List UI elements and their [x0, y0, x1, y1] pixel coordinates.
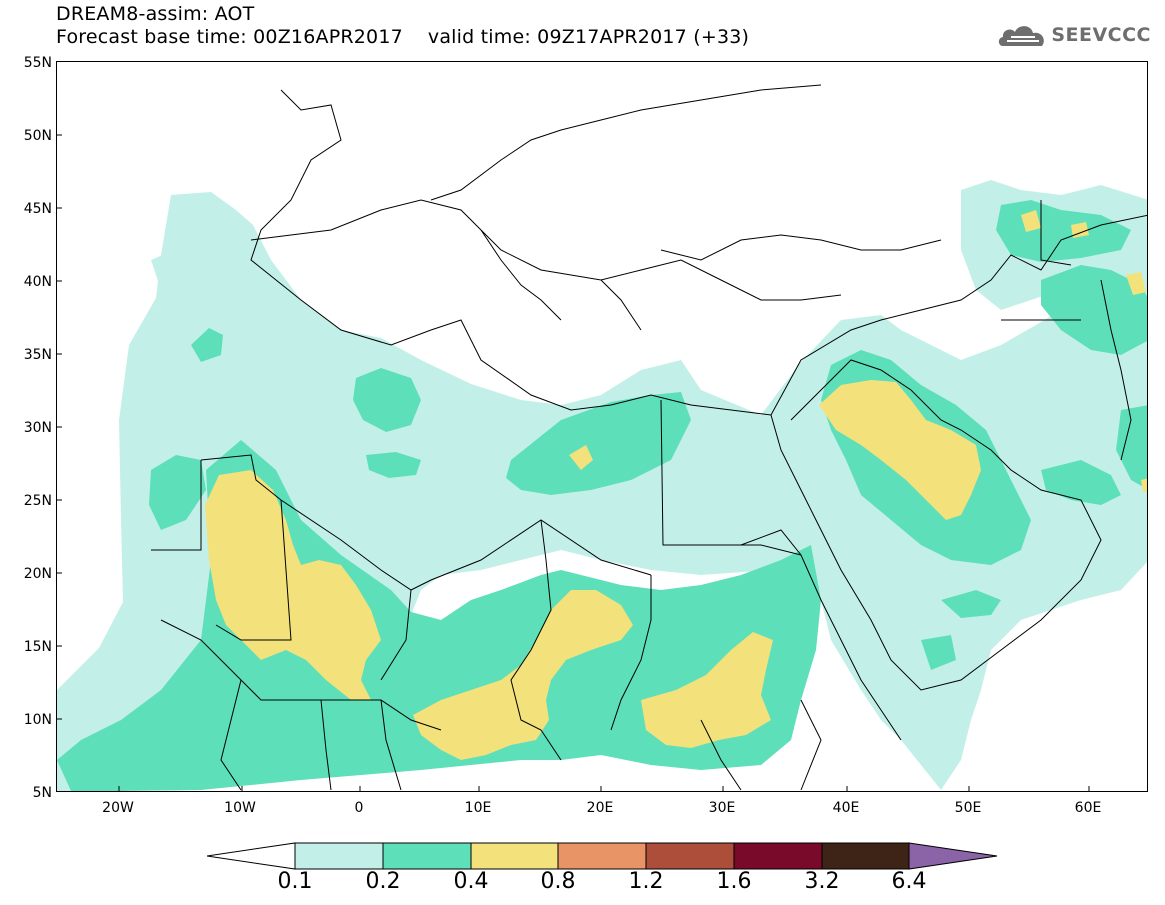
graticule-ticks — [57, 134, 1090, 791]
lat-label: 25N — [23, 493, 52, 509]
legend-label: 1.6 — [716, 869, 752, 894]
lon-label: 40E — [832, 800, 860, 816]
lon-label: 20E — [586, 800, 614, 816]
legend-swatch-above — [908, 842, 998, 870]
lat-label: 35N — [23, 347, 52, 363]
legend-swatch — [294, 842, 384, 870]
lat-label: 50N — [23, 128, 52, 144]
lat-label: 15N — [23, 639, 52, 655]
cloud-icon — [999, 26, 1045, 46]
lat-label: 30N — [23, 420, 52, 436]
legend-swatch-below — [206, 842, 296, 870]
legend-swatch — [470, 842, 559, 870]
legend-swatch — [645, 842, 735, 870]
lon-label: 10E — [464, 800, 492, 816]
legend-label: 6.4 — [891, 869, 927, 894]
lat-label: 40N — [23, 274, 52, 290]
lat-label: 5N — [32, 785, 52, 801]
legend-label: 0.1 — [277, 869, 313, 894]
legend-label: 0.4 — [453, 869, 489, 894]
map-canvas — [57, 84, 1147, 791]
lon-label: 30E — [708, 800, 736, 816]
lon-label: 50E — [954, 800, 982, 816]
lon-label: 0 — [354, 800, 364, 816]
legend-swatch — [557, 842, 647, 870]
aot-map — [56, 61, 1148, 792]
lon-label: 10W — [224, 800, 256, 816]
legend-swatch — [821, 842, 910, 870]
map-title: DREAM8-assim: AOT — [56, 3, 255, 25]
legend-label: 3.2 — [804, 869, 840, 894]
legend-swatch — [382, 842, 472, 870]
lat-label: 10N — [23, 712, 52, 728]
colorbar — [206, 842, 998, 870]
legend-label: 1.2 — [628, 869, 664, 894]
lon-label: 20W — [102, 800, 134, 816]
seevccc-logo: SEEVCCC — [997, 22, 1151, 48]
aot-legend — [206, 842, 999, 876]
lat-label: 55N — [23, 55, 52, 71]
legend-label: 0.8 — [540, 869, 576, 894]
forecast-time-line: Forecast base time: 00Z16APR2017 valid t… — [56, 26, 750, 48]
legend-label: 0.2 — [365, 869, 401, 894]
lat-label: 45N — [23, 201, 52, 217]
lat-label: 20N — [23, 566, 52, 582]
legend-swatch — [733, 842, 823, 870]
lon-label: 60E — [1074, 800, 1102, 816]
boundaries — [151, 84, 1147, 791]
aot-class-3 — [205, 210, 1147, 760]
logo-text: SEEVCCC — [1051, 24, 1151, 46]
